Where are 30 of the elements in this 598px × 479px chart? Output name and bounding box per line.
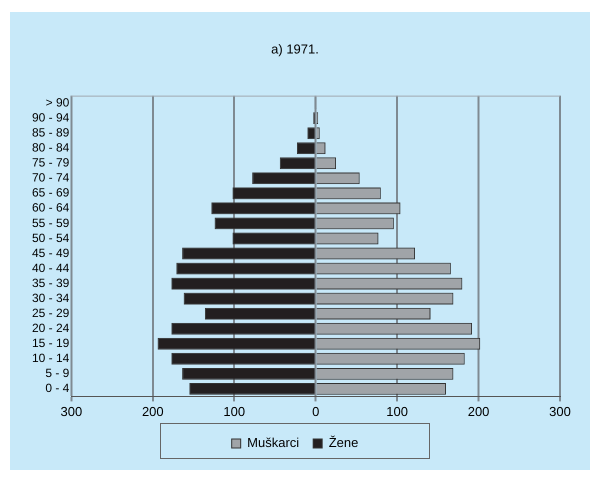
y-tick-label: 80 - 84: [32, 140, 70, 155]
legend-label: Muškarci: [247, 435, 300, 450]
y-tick-label: 0 - 4: [45, 381, 70, 396]
y-tick-label: 55 - 59: [32, 216, 70, 230]
x-tick-label: 200: [142, 404, 164, 419]
y-tick-label: 50 - 54: [32, 230, 70, 245]
y-tick-label: 30 - 34: [32, 290, 70, 305]
y-tick-label: 20 - 24: [32, 321, 70, 336]
y-tick-label: 85 - 89: [32, 126, 70, 140]
x-tick-label: 200: [468, 404, 490, 419]
y-tick-label: 5 - 9: [45, 366, 70, 380]
y-tick-label: 45 - 49: [32, 246, 70, 260]
y-tick-label: 35 - 39: [32, 276, 70, 290]
x-tick-label: 300: [60, 404, 82, 419]
y-tick-label: 10 - 14: [32, 351, 70, 366]
y-tick-label: 90 - 94: [32, 110, 70, 124]
y-tick-label: 70 - 74: [32, 170, 70, 185]
y-tick-label: 25 - 29: [32, 306, 70, 320]
y-tick-label: 75 - 79: [32, 156, 70, 170]
chart-title: a) 1971.: [271, 41, 319, 56]
x-tick-label: 100: [223, 404, 246, 419]
y-tick-label: 60 - 64: [32, 200, 70, 215]
x-tick-label: 100: [386, 404, 408, 419]
y-tick-label: > 90: [46, 95, 70, 110]
x-tick-label: 0: [312, 404, 320, 419]
legend-label: Žene: [328, 435, 358, 450]
y-tick-label: 40 - 44: [32, 260, 70, 275]
y-tick-label: 65 - 69: [32, 186, 70, 200]
y-tick-label: 15 - 19: [32, 336, 70, 350]
x-tick-label: 300: [549, 404, 571, 419]
